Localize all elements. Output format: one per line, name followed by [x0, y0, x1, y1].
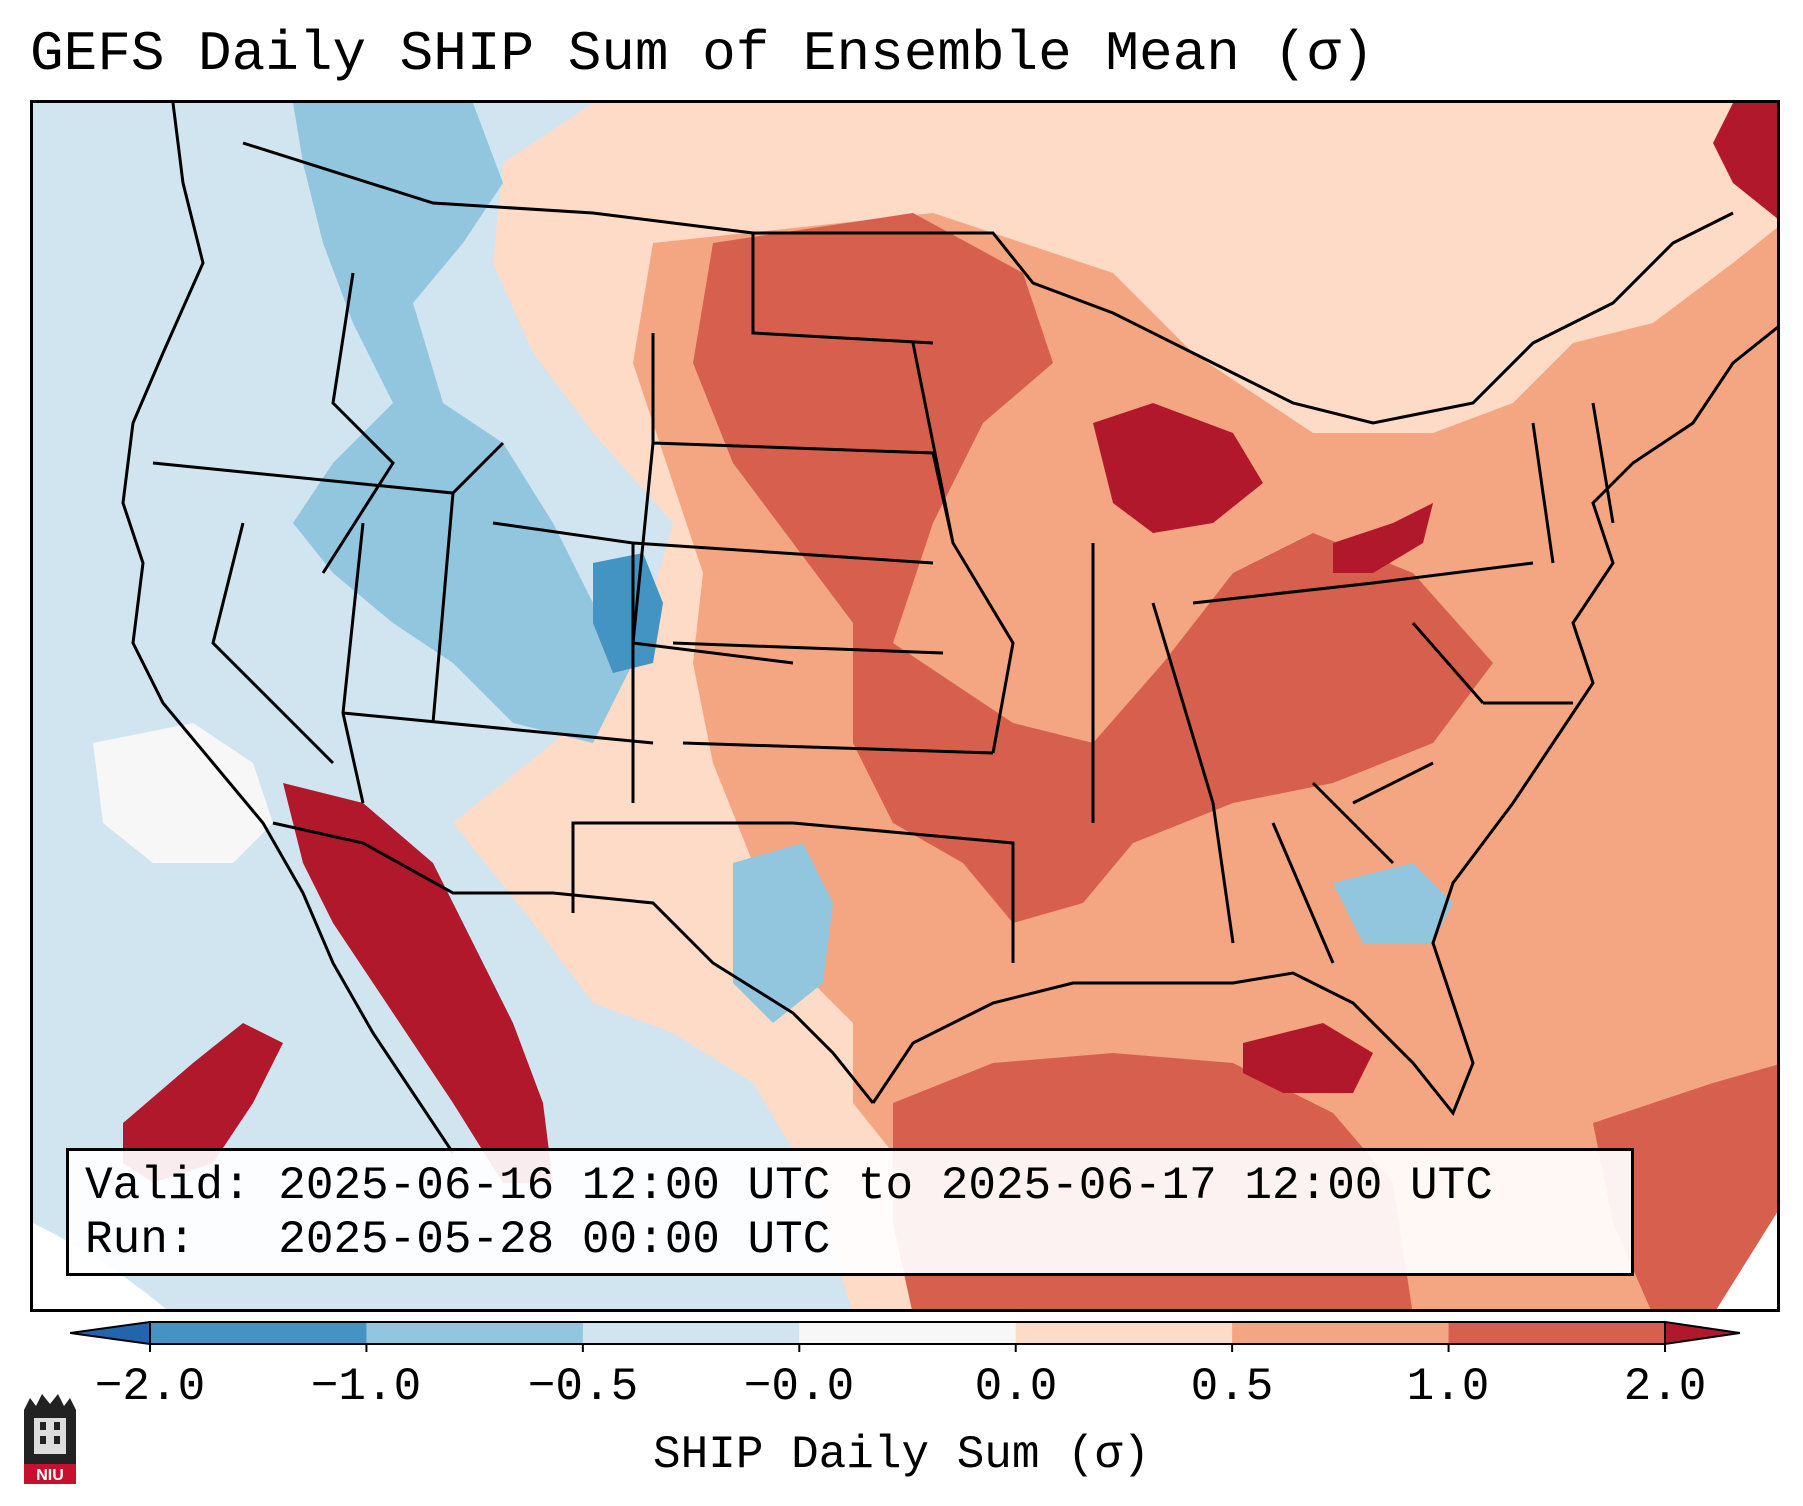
niu-logo: NIU: [24, 1394, 76, 1484]
anomaly-region-texas-blue: [733, 843, 833, 1023]
anomaly-region-neutral: [93, 723, 273, 863]
anomaly-region-northeast: [1713, 103, 1777, 219]
anomaly-region-lake-erie: [1333, 503, 1433, 573]
colorbar-extend-low: [70, 1320, 151, 1346]
gulf-coast: [871, 325, 1777, 1116]
colorbar-frame: [149, 1321, 1666, 1345]
map-panel: [30, 100, 1780, 1312]
run-time-line: Run: 2025-05-28 00:00 UTC: [85, 1214, 831, 1266]
colorbar-segment: [1015, 1322, 1233, 1344]
colorbar-tick-label: 0.5: [1190, 1361, 1274, 1413]
page-title: GEFS Daily SHIP Sum of Ensemble Mean (σ): [30, 22, 1375, 86]
colorbar-tick-label: 0.0: [974, 1361, 1058, 1413]
colorbar-tick-label: −1.0: [310, 1361, 422, 1413]
coastline-west: [121, 103, 455, 1154]
projection-edge-right: [1716, 1212, 1777, 1309]
colorbar-tick-label: 2.0: [1623, 1361, 1707, 1413]
anomaly-region-gulf-pocket: [1243, 1023, 1373, 1093]
state-lines-east: [1091, 402, 1615, 964]
colorbar-segment: [799, 1322, 1017, 1344]
colorbar-extend-high: [1664, 1320, 1740, 1346]
logo-text: NIU: [36, 1467, 64, 1484]
colorbar-segment: [1448, 1322, 1666, 1344]
colorbar-segment: [1232, 1322, 1450, 1344]
colorbar-segment: [582, 1322, 800, 1344]
colorbar: [70, 1320, 1740, 1352]
colorbar-tick-label: −0.5: [527, 1361, 639, 1413]
us-mexico-border: [272, 821, 875, 1104]
anomaly-region-great-lakes: [1093, 403, 1263, 533]
anomaly-region-colorado-blue: [593, 553, 663, 673]
colorbar-segment: [366, 1322, 584, 1344]
colorbar-tick-label: 1.0: [1406, 1361, 1490, 1413]
valid-time-line: Valid: 2025-06-16 12:00 UTC to 2025-06-1…: [85, 1160, 1493, 1212]
anomaly-region-pacific-red: [123, 1023, 283, 1183]
colorbar-tick-label: −2.0: [94, 1361, 206, 1413]
colorbar-label: SHIP Daily Sum (σ): [653, 1429, 1150, 1481]
anomaly-region-mexico: [283, 783, 553, 1183]
anomaly-region-georgia-blue: [1333, 863, 1453, 943]
colorbar-segment: [150, 1322, 367, 1344]
state-lines-plains: [631, 233, 1015, 963]
anomaly-region-dark-salmon: [693, 213, 1493, 923]
colorbar-tick-label: −0.0: [743, 1361, 855, 1413]
anomaly-map: [33, 103, 1777, 1309]
us-canada-border: [242, 141, 1734, 425]
boundary-lines: [121, 103, 1777, 1154]
anomaly-region-caribbean: [1593, 1064, 1777, 1309]
info-box: Valid: 2025-06-16 12:00 UTC to 2025-06-1…: [66, 1148, 1634, 1276]
anomaly-region-rockies-blue: [293, 103, 633, 743]
